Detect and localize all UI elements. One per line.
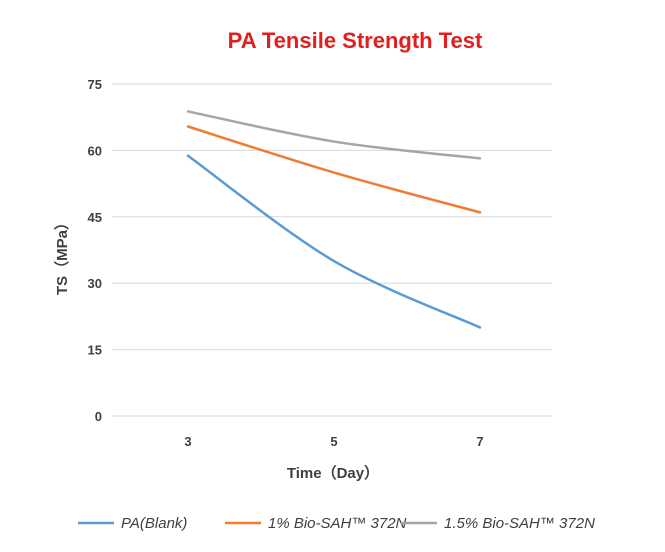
y-tick-label: 60 — [88, 143, 102, 158]
series-group — [186, 110, 482, 329]
y-axis-label: TS（MPa） — [53, 215, 71, 295]
series-line-2 — [186, 110, 482, 160]
chart-title: PA Tensile Strength Test — [228, 28, 483, 53]
x-axis-label: Time（Day） — [287, 464, 379, 482]
y-tick-label: 15 — [88, 343, 102, 358]
legend-label-0: PA(Blank) — [121, 515, 187, 532]
y-tick-label: 45 — [88, 210, 102, 225]
x-tick-label: 5 — [330, 434, 337, 449]
legend: PA(Blank) 1% Bio-SAH™ 372N 1.5% Bio-SAH™ 3… — [78, 515, 595, 532]
grid — [112, 83, 552, 417]
series-line-1 — [186, 125, 482, 214]
y-tick-label: 30 — [88, 276, 102, 291]
x-axis-ticks: 3 5 7 — [184, 434, 483, 449]
y-tick-label: 0 — [95, 409, 102, 424]
x-tick-label: 7 — [476, 434, 483, 449]
legend-label-1: 1% Bio-SAH™ 372N — [268, 515, 407, 532]
series-line-0 — [186, 154, 482, 329]
y-tick-label: 75 — [88, 77, 102, 92]
legend-label-2: 1.5% Bio-SAH™ 372N — [444, 515, 595, 532]
x-tick-label: 3 — [184, 434, 191, 449]
y-axis-ticks: 0 15 30 45 60 75 — [88, 77, 102, 424]
